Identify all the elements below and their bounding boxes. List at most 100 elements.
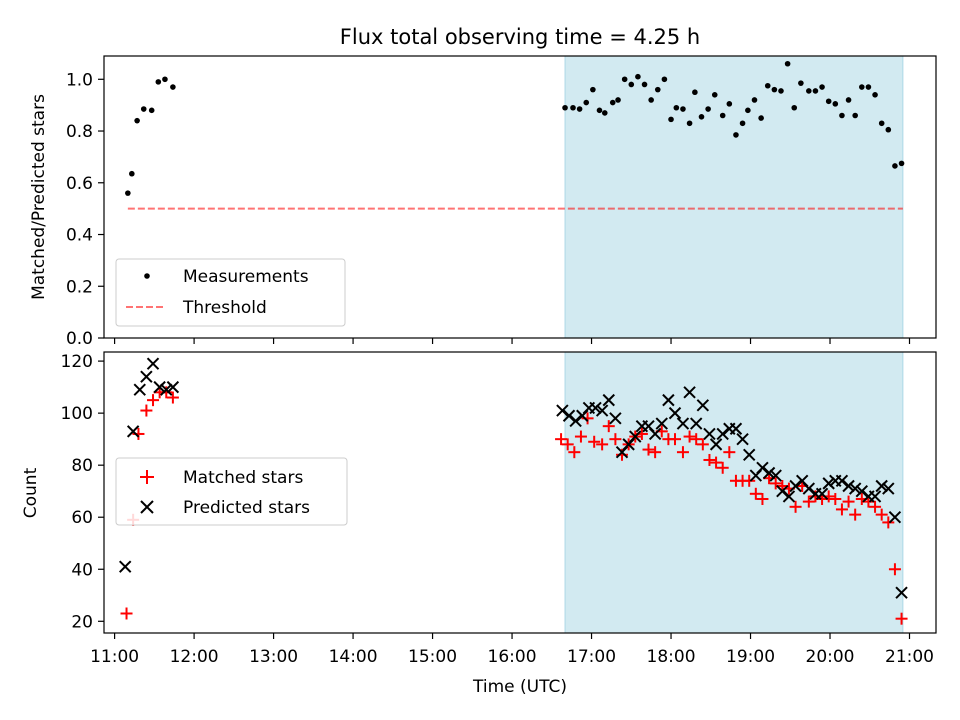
matched-star-point [140,404,153,417]
measurement-point [839,112,845,119]
measurement-point [562,104,568,111]
bottom-panel: 11:00 12:00 13:00 14:00 15:00 16:00 17:00 18:00… [21,351,937,697]
predicted-star-point [662,393,675,407]
predicted-marker-b [842,479,855,493]
measurement-point [865,84,872,90]
matched-star-point [723,446,736,459]
predicted-star-point [160,383,173,396]
matched-star-point [561,438,574,451]
legend-matched-label: Matched stars [183,468,303,488]
bottom-x-tick-label: 15:00 [408,647,457,667]
matched-star-point [166,391,179,404]
bottom-y-tick-label: 100 [61,404,93,424]
matched-star-point [716,461,729,474]
matched-star-point [749,487,762,500]
measurement-point [751,97,758,103]
predicted-star-point [868,490,882,503]
matched-star-point [802,495,815,508]
matched-star-point [602,420,615,433]
measurement-point [596,107,603,114]
predicted-marker-b [815,487,829,501]
matched-star-point [710,456,723,469]
predicted-star-point [895,586,908,599]
predicted-star-point [118,560,132,573]
predicted-star-point [736,432,749,446]
measurement-point [771,86,778,93]
predicted-marker-b [589,401,602,415]
bottom-x-tick-label: 13:00 [249,647,298,667]
measurement-point [726,101,733,107]
bottom-y-tick-label: 40 [71,560,93,580]
measurement-point [892,163,898,169]
measurement-point [673,104,680,111]
predicted-marker-b [676,417,690,430]
predicted-star-point [668,406,682,420]
predicted-star-point [140,370,153,383]
predicted-star-point [822,477,835,490]
matched-star-point [669,433,682,446]
predicted-marker-b [133,383,146,396]
bottom-x-tick-label: 21:00 [885,647,934,667]
measurement-point [170,84,176,90]
measurement-point [852,112,858,119]
predicted-star-point [769,469,782,482]
measurement-point [686,120,693,127]
matched-star-point [568,446,581,459]
measurement-point [872,92,878,98]
predicted-star-point [689,417,703,430]
measurement-point [819,84,825,90]
predicted-star-point [875,479,888,493]
measurement-point [812,88,819,94]
top-legend: Measurements Threshold [115,258,346,327]
predicted-star-point [882,482,895,495]
measurement-point [798,80,804,86]
predicted-marker-b [855,484,869,498]
matched-star-point [769,477,782,490]
measurement-point [719,112,726,119]
predicted-marker-b [562,409,576,422]
predicted-star-point [133,383,146,396]
predicted-star-point [716,427,729,441]
bottom-y-tick-label: 60 [71,508,93,528]
predicted-marker-b [166,380,180,394]
predicted-marker-b [795,474,809,487]
matched-star-point [895,612,908,625]
matched-star-point [756,493,769,506]
measurement-point [758,115,764,121]
measurement-point [825,98,832,105]
predicted-marker-b [126,425,140,438]
top-plot-frame [103,55,937,339]
matched-star-point [609,433,622,446]
predicted-star-point [782,490,796,503]
measurement-point [845,97,852,103]
top-legend-box [115,258,346,327]
top-y-tick-label: 0.0 [66,329,93,349]
predicted-marker-b [822,477,835,490]
matched-star-point [869,500,882,513]
predicted-marker-b [802,482,816,495]
measurement-point [832,101,839,107]
bottom-x-tick-label: 19:00 [726,647,775,667]
measurement-point [705,106,711,112]
predicted-marker-b [789,479,802,493]
predicted-star-point [655,417,668,430]
predicted-marker-b [609,412,622,425]
measurement-point [155,79,162,85]
predicted-marker-b [709,438,723,451]
measurement-point [898,160,905,167]
predicted-marker-b [689,417,703,430]
predicted-star-point [756,461,769,474]
predicted-marker-b [153,380,166,394]
predicted-marker-b [696,399,710,412]
measurement-point [590,86,596,93]
measurement-point [648,97,654,103]
predicted-marker-b [875,479,888,493]
predicted-star-point [126,425,140,438]
matched-star-point [789,500,802,513]
bottom-x-tick-label: 18:00 [647,647,696,667]
measurement-point [698,113,705,120]
bottom-y-axis-ticks: 20 40 60 80 100 120 [61,352,104,632]
matched-star-point [703,453,716,466]
measurement-point [576,106,583,112]
predicted-marker-b [629,430,642,443]
